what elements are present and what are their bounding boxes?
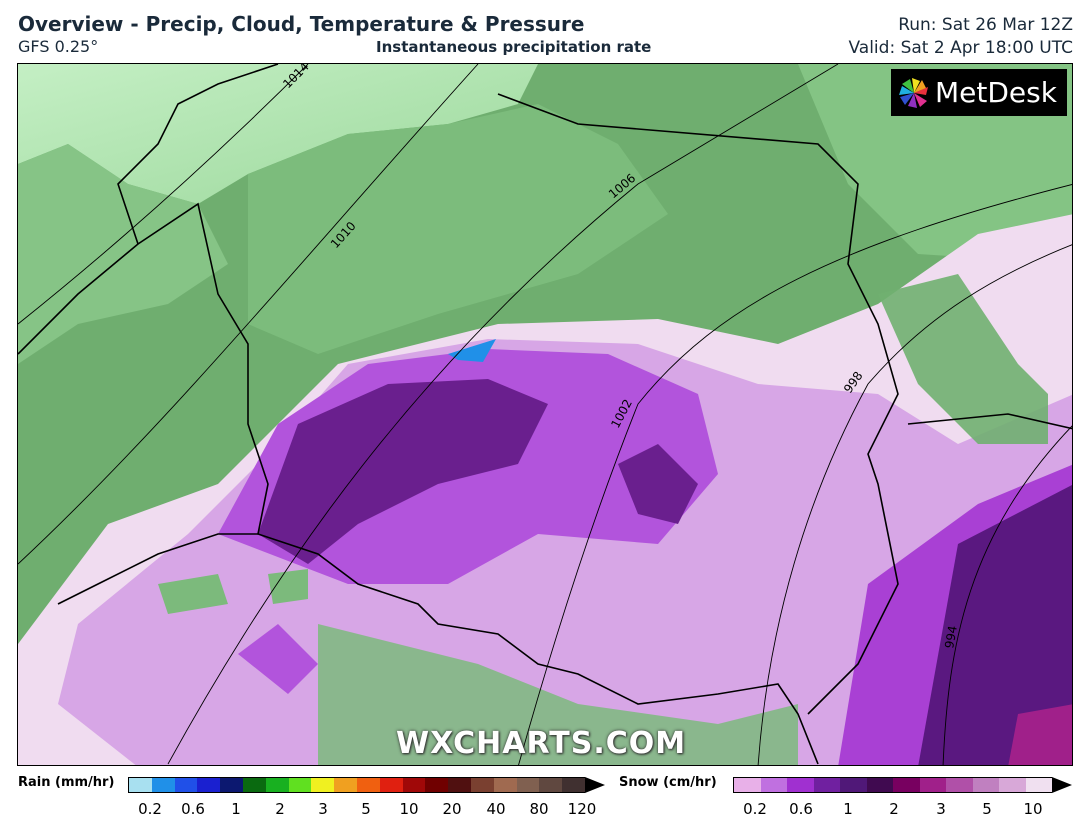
country-border-1 — [18, 202, 819, 765]
rain-legend-tick: 3 — [318, 800, 328, 818]
snow-legend-tick: 5 — [982, 800, 992, 818]
snow-legend-swatch — [813, 777, 840, 793]
land-east — [878, 274, 1048, 444]
rain-legend-swatch — [220, 777, 243, 793]
rain-legend-tick: 40 — [486, 800, 506, 818]
rain-legend-title: Rain (mm/hr) — [18, 775, 115, 790]
snow-deep-patch — [618, 444, 698, 524]
rain-legend-tick: 120 — [567, 800, 597, 818]
isobar-label: 994 — [942, 625, 960, 650]
snow-deep-east — [918, 485, 1072, 765]
rain-legend-swatch — [334, 777, 357, 793]
snow-legend-tick: 0.2 — [743, 800, 767, 818]
snow-legend-swatch — [840, 777, 867, 793]
hills-patch — [158, 574, 228, 614]
isobar-line-1010 — [18, 64, 479, 565]
snow-legend-swatch — [733, 777, 761, 793]
snow-legend-swatch — [919, 777, 946, 793]
snow-deep-area — [258, 379, 548, 564]
snow-legend-swatch — [999, 777, 1026, 793]
rain-legend-arrow — [584, 777, 605, 793]
chart-title: Overview - Precip, Cloud, Temperature & … — [18, 12, 585, 36]
rain-legend-swatch — [493, 777, 517, 793]
wxcharts-watermark: WXCHARTS.COM — [396, 726, 687, 761]
snow-legend-tick: 2 — [889, 800, 899, 818]
metdesk-logo-text: MetDesk — [935, 76, 1057, 109]
snow-legend-tick: 10 — [1023, 800, 1043, 818]
rain-legend-swatch — [128, 777, 152, 793]
snow-legend-arrow — [1052, 777, 1072, 793]
snow-strong-patch — [238, 624, 318, 694]
rain-legend-swatch — [288, 777, 312, 793]
rain-legend-tick: 1 — [231, 800, 241, 818]
rain-legend-swatch — [242, 777, 266, 793]
rain-legend-tick: 10 — [399, 800, 419, 818]
land-shade — [18, 144, 228, 364]
rain-legend-bar — [128, 777, 605, 793]
rain-legend-tick: 80 — [529, 800, 549, 818]
metdesk-pinwheel-icon — [899, 77, 928, 108]
coastline — [117, 64, 279, 245]
snow-legend-swatch — [1025, 777, 1052, 793]
isobar-line-1014 — [18, 64, 309, 325]
rain-legend-swatch — [311, 777, 335, 793]
rain-legend-swatch — [425, 777, 449, 793]
rain-legend-swatch — [448, 777, 471, 793]
isobar-line-998 — [757, 244, 1072, 765]
rain-legend-swatch — [174, 777, 198, 793]
run-time: Run: Sat 26 Mar 12Z — [898, 15, 1073, 35]
rain-legend-swatch — [562, 777, 585, 793]
snow-legend-tick: 1 — [843, 800, 853, 818]
isobar-line-994 — [942, 425, 1072, 765]
map-canvas: 1014 1010 1006 1002 998 994 — [18, 64, 1072, 765]
country-border-2 — [497, 93, 899, 715]
snow-legend-swatch — [760, 777, 787, 793]
rain-legend-tick: 20 — [442, 800, 462, 818]
snow-heavy-east — [1008, 704, 1072, 765]
rain-legend-tick: 2 — [275, 800, 285, 818]
rain-legend-swatch — [539, 777, 563, 793]
rain-legend-swatch — [516, 777, 540, 793]
rain-patch — [448, 339, 496, 362]
rain-legend-swatch — [265, 777, 289, 793]
snow-legend-title: Snow (cm/hr) — [619, 775, 717, 790]
isobar-line-1002 — [518, 184, 1072, 765]
country-border-3 — [907, 413, 1072, 430]
snow-legend-swatch — [866, 777, 893, 793]
baltic-sea-area — [18, 64, 538, 204]
snow-legend-swatch — [893, 777, 920, 793]
valid-time: Valid: Sat 2 Apr 18:00 UTC — [848, 38, 1073, 58]
snow-legend-swatch — [787, 777, 814, 793]
chart-subtitle: Instantaneous precipitation rate — [376, 38, 652, 56]
rain-legend-swatch — [197, 777, 221, 793]
weather-map: 1014 1010 1006 1002 998 994 — [17, 63, 1073, 766]
metdesk-logo: MetDesk — [891, 69, 1067, 116]
snow-legend-bar — [733, 777, 1072, 793]
rain-legend-tick: 0.2 — [138, 800, 162, 818]
hills-patch-2 — [268, 569, 308, 604]
model-label: GFS 0.25° — [18, 37, 99, 56]
rain-legend-swatch — [151, 777, 175, 793]
snow-legend-swatch — [946, 777, 973, 793]
isobar-line-1006 — [167, 64, 839, 765]
rain-legend-tick: 0.6 — [181, 800, 205, 818]
land-shade-2 — [248, 104, 668, 354]
rain-legend-swatch — [402, 777, 426, 793]
rain-legend-swatch — [470, 777, 494, 793]
snow-legend-tick: 0.6 — [789, 800, 813, 818]
country-border-4 — [57, 533, 258, 605]
rain-legend-swatch — [356, 777, 380, 793]
hills-south — [318, 624, 798, 765]
rain-legend-swatch — [379, 777, 403, 793]
rain-legend-tick: 5 — [361, 800, 371, 818]
snow-legend-tick: 3 — [936, 800, 946, 818]
snow-legend-swatch — [972, 777, 999, 793]
